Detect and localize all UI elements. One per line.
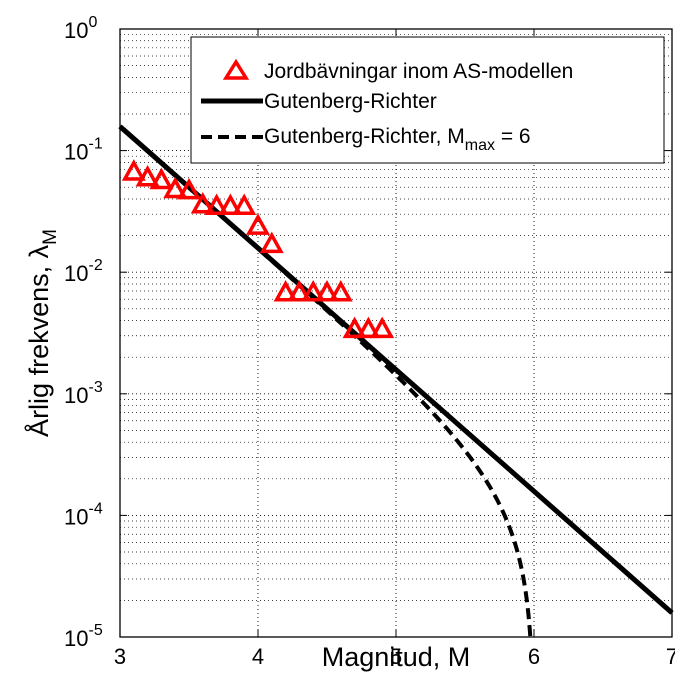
data-point-earthquake [163, 176, 188, 199]
legend-entry-dashed: Gutenberg-Richter, Mmax = 6 [264, 125, 531, 154]
data-point-earthquake [190, 191, 215, 214]
data-point-earthquake [218, 193, 243, 215]
legend-marker-triangle [222, 58, 250, 80]
x-tick-label: 7 [666, 644, 675, 669]
data-point-earthquake [135, 164, 160, 187]
data-point-earthquake [149, 167, 174, 190]
ticks: 3 4 5 6 7 10-5 10-4 10-3 10-2 10-1 100 [64, 14, 675, 669]
data-point-earthquake [121, 159, 146, 181]
data-point-earthquake [315, 279, 339, 302]
data-point-earthquake [177, 177, 201, 200]
y-axis-label: Årlig frekvens, λM [23, 229, 61, 437]
x-axis-label: Magnitud, M [322, 642, 471, 672]
data-point-earthquake [273, 279, 298, 302]
data-point-earthquake [204, 193, 229, 215]
legend-box [190, 36, 665, 164]
y-tick-label: 10-5 [64, 622, 103, 651]
x-tick-label: 5 [390, 644, 402, 669]
y-tick-label: 100 [64, 14, 97, 43]
y-tick-label: 10-2 [64, 257, 103, 286]
legend: Jordbävningar inom AS-modellen Gutenberg… [190, 36, 665, 164]
y-tick-label: 10-4 [64, 500, 103, 529]
data-point-earthquake [328, 279, 353, 302]
x-tick-label: 3 [114, 644, 126, 669]
data-point-earthquake [246, 213, 270, 235]
legend-entry-line: Gutenberg-Richter [264, 90, 437, 113]
series-gutenberg-richter-mmax-curve [118, 124, 533, 638]
data-point-earthquake [356, 316, 381, 339]
data-point-earthquake [301, 279, 326, 302]
y-tick-label: 10-3 [64, 379, 103, 408]
data-point-earthquake [370, 316, 395, 339]
x-tick-label: 4 [252, 644, 264, 669]
data-point-earthquake [259, 231, 284, 254]
data-point-earthquake [287, 279, 312, 302]
y-tick-label: 10-1 [64, 136, 103, 165]
x-tick-label: 6 [528, 644, 540, 669]
data-point-earthquake [232, 193, 257, 215]
series-layer [118, 124, 674, 638]
data-point-earthquake [342, 316, 367, 339]
legend-entry-markers: Jordbävningar inom AS-modellen [264, 60, 573, 83]
